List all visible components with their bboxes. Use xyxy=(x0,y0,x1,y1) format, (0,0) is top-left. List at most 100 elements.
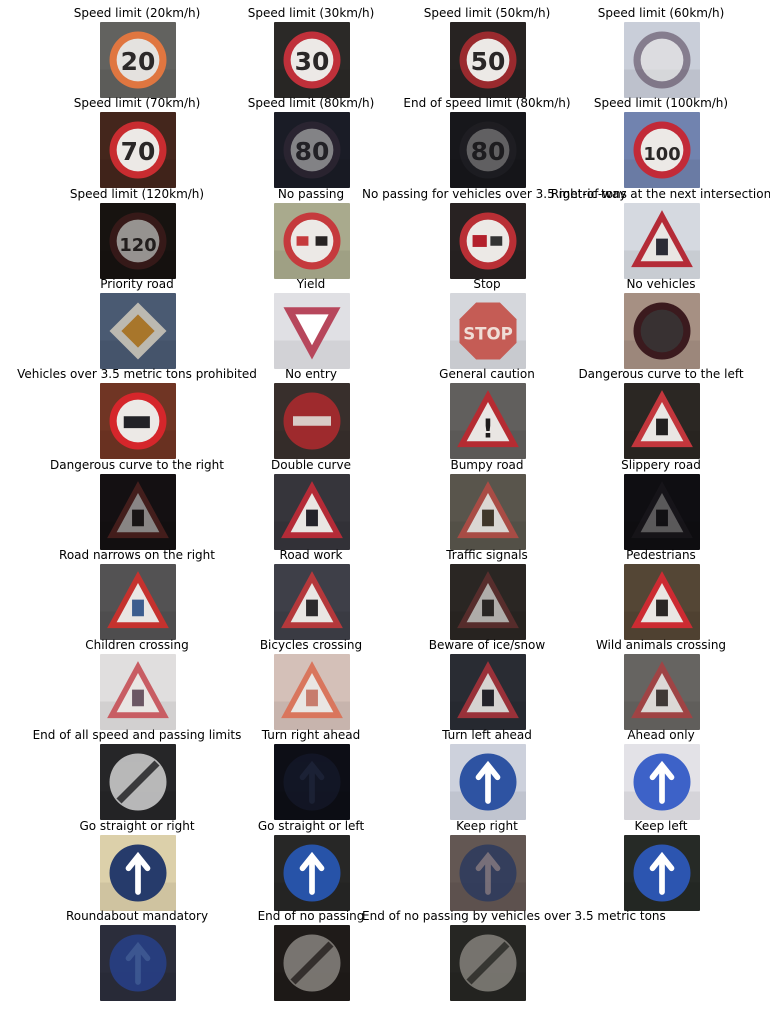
sign-thumbnail xyxy=(100,925,176,1001)
sign-cell: Speed limit (70km/h) 70 xyxy=(42,96,232,189)
sign-cell: Speed limit (60km/h) xyxy=(566,6,756,98)
sign-label: Children crossing xyxy=(85,638,189,653)
sign-image xyxy=(450,654,526,731)
sign-label: Stop xyxy=(473,276,501,291)
sign-thumbnail: 120 xyxy=(100,202,176,279)
sign-image: 120 xyxy=(100,202,176,279)
sign-label: Speed limit (50km/h) xyxy=(423,6,551,20)
sign-cell: Stop STOP xyxy=(392,277,582,369)
sign-label: Bumpy road xyxy=(450,457,524,472)
sign-image: 80 xyxy=(450,112,526,189)
sign-cell: Slippery road xyxy=(566,458,756,550)
sign-symbol: STOP xyxy=(463,324,513,343)
sign-cell: No entry xyxy=(216,367,406,460)
sign-image xyxy=(274,292,350,369)
sign-cell: Roundabout mandatory xyxy=(42,909,232,1001)
sign-image: 100 xyxy=(624,112,700,189)
sign-label: Wild animals crossing xyxy=(595,638,727,653)
sign-image xyxy=(274,744,350,821)
sign-thumbnail: 80 xyxy=(274,112,350,189)
sign-cell: Keep left xyxy=(566,819,756,911)
sign-image: ! xyxy=(450,383,526,460)
sign-image xyxy=(624,744,700,821)
sign-image xyxy=(100,834,176,911)
sign-cell: No passing for vehicles over 3.5 metric … xyxy=(362,187,627,279)
sign-cell: Ahead only xyxy=(566,728,756,821)
sign-cell: Vehicles over 3.5 metric tons prohibited xyxy=(17,367,257,460)
sign-image xyxy=(624,202,700,279)
sign-label: Speed limit (80km/h) xyxy=(247,96,375,111)
sign-thumbnail xyxy=(274,292,350,369)
sign-thumbnail: 100 xyxy=(624,112,700,189)
sign-image xyxy=(274,473,350,550)
sign-label: Speed limit (60km/h) xyxy=(597,6,725,20)
sign-thumbnail xyxy=(100,383,176,460)
sign-cell: Bumpy road xyxy=(392,458,582,550)
sign-cell: Traffic signals xyxy=(392,548,582,640)
sign-label: Turn left ahead xyxy=(442,728,532,743)
sign-label: General caution xyxy=(439,367,535,382)
sign-image xyxy=(624,473,700,550)
sign-image xyxy=(100,925,176,1001)
sign-cell: End of no passing xyxy=(216,909,406,1001)
sign-image xyxy=(450,925,526,1001)
sign-cell: No passing xyxy=(216,187,406,279)
sign-thumbnail xyxy=(450,202,526,279)
sign-thumbnail: 50 xyxy=(450,22,526,98)
sign-thumbnail: 20 xyxy=(100,22,176,98)
sign-image xyxy=(450,834,526,911)
sign-image xyxy=(450,473,526,550)
sign-image xyxy=(100,744,176,821)
sign-label: Turn right ahead xyxy=(261,728,361,743)
sign-image xyxy=(624,292,700,369)
sign-thumbnail xyxy=(450,563,526,640)
sign-label: Traffic signals xyxy=(446,547,528,562)
sign-numeral: 80 xyxy=(295,137,330,166)
sign-thumbnail xyxy=(624,22,700,98)
sign-label: Road narrows on the right xyxy=(59,547,215,562)
sign-label: No vehicles xyxy=(626,276,696,291)
sign-label: Road work xyxy=(279,547,343,562)
sign-image xyxy=(624,22,700,98)
sign-image xyxy=(274,202,350,279)
sign-image xyxy=(624,383,700,460)
sign-image xyxy=(624,834,700,911)
sign-thumbnail xyxy=(100,654,176,731)
sign-cell: Pedestrians xyxy=(566,548,756,640)
sign-image xyxy=(450,563,526,640)
sign-symbol: ! xyxy=(482,415,494,445)
sign-cell: End of all speed and passing limits xyxy=(33,728,241,821)
sign-cell: Speed limit (30km/h) 30 xyxy=(216,6,406,98)
sign-label: Speed limit (20km/h) xyxy=(73,6,201,20)
sign-label: Keep right xyxy=(456,818,518,833)
sign-thumbnail xyxy=(624,654,700,731)
sign-image: 20 xyxy=(100,22,176,98)
sign-image xyxy=(100,473,176,550)
sign-label: Double curve xyxy=(271,457,351,472)
sign-cell: Road narrows on the right xyxy=(42,548,232,640)
sign-label: Keep left xyxy=(634,818,688,833)
sign-label: Roundabout mandatory xyxy=(65,909,209,923)
sign-label: Yield xyxy=(296,276,326,291)
sign-cell: Speed limit (100km/h) 100 xyxy=(566,96,756,189)
sign-image xyxy=(274,925,350,1001)
sign-thumbnail xyxy=(450,473,526,550)
sign-thumbnail xyxy=(624,292,700,369)
sign-label: End of no passing by vehicles over 3.5 m… xyxy=(362,909,666,923)
sign-cell: Wild animals crossing xyxy=(566,638,756,731)
sign-numeral: 30 xyxy=(295,47,330,76)
sign-image xyxy=(274,383,350,460)
sign-label: Dangerous curve to the right xyxy=(50,457,224,472)
sign-cell: Bicycles crossing xyxy=(216,638,406,731)
sign-thumbnail: STOP xyxy=(450,292,526,369)
sign-cell: Speed limit (50km/h) 50 xyxy=(392,6,582,98)
sign-thumbnail xyxy=(624,744,700,821)
sign-thumbnail: 70 xyxy=(100,112,176,189)
sign-image xyxy=(274,654,350,731)
sign-image xyxy=(100,563,176,640)
sign-cell: Keep right xyxy=(392,819,582,911)
sign-cell: Speed limit (20km/h) 20 xyxy=(42,6,232,98)
sign-cell: No vehicles xyxy=(566,277,756,369)
sign-thumbnail xyxy=(624,473,700,550)
